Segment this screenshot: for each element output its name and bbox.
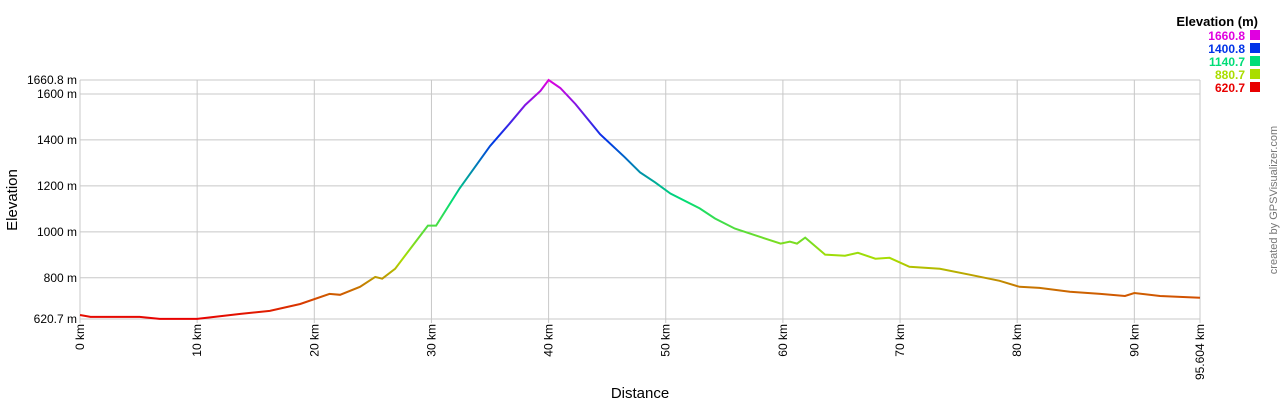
x-tick-label: 40 km: [542, 324, 556, 357]
x-tick-label: 50 km: [659, 324, 673, 357]
legend-label: 620.7: [1215, 81, 1245, 95]
elevation-line: [79, 78, 1201, 320]
legend-label: 1140.7: [1209, 55, 1245, 69]
legend-swatch: [1250, 30, 1260, 40]
x-tick-label: 90 km: [1127, 324, 1141, 357]
x-tick-label: 95.604 km: [1193, 324, 1207, 380]
x-tick-label: 60 km: [776, 324, 790, 357]
x-tick-label: 30 km: [424, 324, 438, 357]
legend-title: Elevation (m): [1176, 14, 1258, 29]
y-axis-label: Elevation: [4, 169, 21, 231]
legend-label: 1660.8: [1208, 29, 1245, 43]
legend-swatch: [1250, 56, 1260, 66]
x-tick-label: 20 km: [307, 324, 321, 357]
y-axis-ticks: 620.7 m 800 m 1000 m 1200 m 1400 m 1600 m1660…: [27, 73, 77, 326]
y-tick-label: 1660.8 m: [27, 73, 77, 87]
x-axis-label: Distance: [611, 385, 669, 400]
x-tick-label: 0 km: [73, 324, 87, 350]
legend-swatch: [1250, 82, 1260, 92]
x-tick-label: 80 km: [1010, 324, 1024, 357]
y-tick-label: 1200 m: [37, 179, 77, 193]
legend-swatch: [1250, 43, 1260, 53]
y-tick-label: 1000 m: [37, 225, 77, 239]
y-tick-label: 800 m: [44, 271, 77, 285]
legend-label: 1400.8: [1208, 42, 1245, 56]
x-axis-ticks: 0 km 10 km 20 km 30 km 40 km 50 km 60 km 70 km 8…: [73, 324, 1207, 380]
y-tick-label: 620.7 m: [34, 312, 77, 326]
credit-text: created by GPSVisualizer.com: [1268, 126, 1280, 274]
x-tick-label: 10 km: [190, 324, 204, 357]
x-tick-label: 70 km: [893, 324, 907, 357]
legend-swatch: [1250, 69, 1260, 79]
y-tick-label: 1400 m: [37, 133, 77, 147]
legend-label: 880.7: [1215, 68, 1245, 82]
y-tick-label: 1600 m: [37, 87, 77, 101]
grid: [79, 79, 1201, 323]
